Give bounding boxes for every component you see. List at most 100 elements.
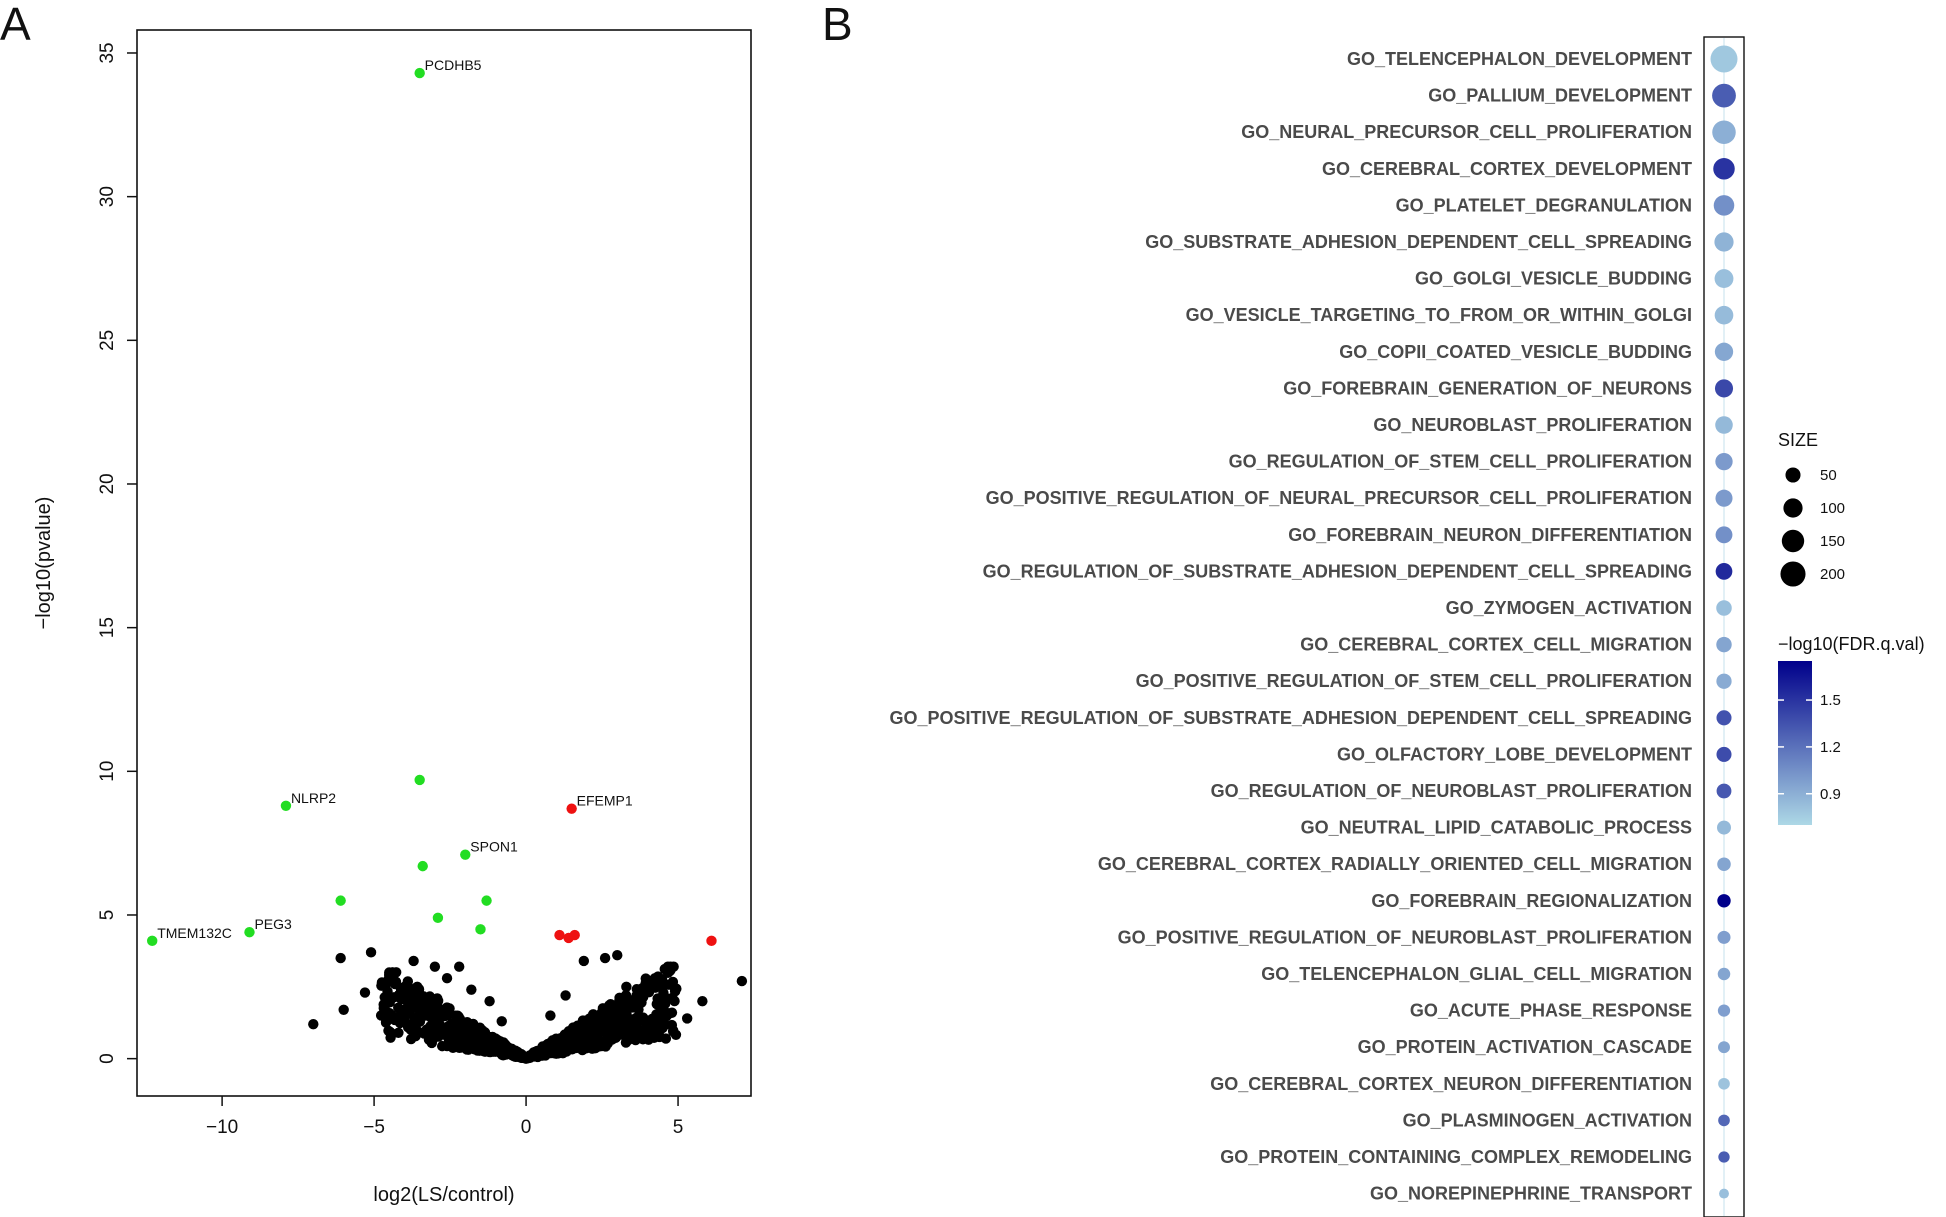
go-term-label: GO_REGULATION_OF_NEUROBLAST_PROLIFERATIO… xyxy=(1211,781,1692,801)
go-term-label: GO_ZYMOGEN_ACTIVATION xyxy=(1446,598,1692,618)
volcano-point-background xyxy=(484,995,495,1007)
volcano-point-background xyxy=(444,1024,456,1036)
go-term-row: GO_REGULATION_OF_STEM_CELL_PROLIFERATION xyxy=(1229,452,1733,472)
go-term-row: GO_NEURAL_PRECURSOR_CELL_PROLIFERATION xyxy=(1241,120,1736,144)
volcano-point-background xyxy=(599,952,611,964)
go-term-label: GO_VESICLE_TARGETING_TO_FROM_OR_WITHIN_G… xyxy=(1186,305,1692,325)
volcano-point-background xyxy=(577,1025,589,1036)
volcano-point-background xyxy=(651,1016,663,1027)
go-term-row: GO_PROTEIN_CONTAINING_COMPLEX_REMODELING xyxy=(1220,1147,1730,1167)
volcano-point-background xyxy=(665,961,676,972)
volcano-point-background xyxy=(681,1013,693,1024)
go-term-dot xyxy=(1712,83,1736,108)
volcano-point-background xyxy=(601,1008,612,1019)
volcano-gene-labels: PCDHB5 NLRP2 EFEMP1 SPON1 PEG3 TMEM132C xyxy=(157,57,633,941)
y-tick-label: 5 xyxy=(97,910,118,921)
volcano-point-background xyxy=(452,1011,463,1022)
go-term-row: GO_SUBSTRATE_ADHESION_DEPENDENT_CELL_SPR… xyxy=(1145,232,1734,252)
volcano-point-background xyxy=(461,1044,473,1055)
gene-label-spon1: SPON1 xyxy=(470,839,518,855)
volcano-point-background xyxy=(381,1016,392,1027)
x-tick-label: 0 xyxy=(521,1117,532,1138)
volcano-point-background xyxy=(399,981,410,993)
volcano-point-background xyxy=(429,961,441,972)
go-term-label: GO_PLATELET_DEGRANULATION xyxy=(1396,195,1692,215)
volcano-point-background xyxy=(393,1027,404,1038)
go-term-row: GO_GOLGI_VESICLE_BUDDING xyxy=(1415,269,1734,289)
go-term-dot xyxy=(1715,452,1733,471)
volcano-point-background xyxy=(433,1031,444,1042)
volcano-point-background xyxy=(439,1010,450,1022)
color-legend: −log10(FDR.q.val) 1.5 1.2 0.9 xyxy=(1778,634,1925,825)
volcano-point-background xyxy=(359,987,371,998)
volcano-point-background xyxy=(387,967,398,978)
volcano-point-significant xyxy=(706,935,717,947)
go-term-label: GO_COPII_COATED_VESICLE_BUDDING xyxy=(1339,342,1692,362)
go-term-label: GO_TELENCEPHALON_DEVELOPMENT xyxy=(1347,49,1692,69)
color-legend-label: 1.2 xyxy=(1820,739,1841,756)
volcano-point-background xyxy=(614,1021,625,1033)
go-term-row: GO_POSITIVE_REGULATION_OF_SUBSTRATE_ADHE… xyxy=(890,708,1732,728)
volcano-point-background xyxy=(559,1034,571,1046)
volcano-x-axis-title: log2(LS/control) xyxy=(373,1184,514,1206)
go-term-dot xyxy=(1714,379,1734,398)
volcano-point-background xyxy=(670,1029,682,1040)
go-term-label: GO_GOLGI_VESICLE_BUDDING xyxy=(1415,269,1692,289)
go-term-row: GO_CEREBRAL_CORTEX_NEURON_DIFFERENTIATIO… xyxy=(1210,1074,1730,1094)
volcano-point-background xyxy=(308,1018,319,1030)
volcano-point-significant xyxy=(554,929,565,941)
volcano-point-background xyxy=(408,955,419,967)
volcano-point-background xyxy=(545,1010,556,1021)
volcano-point-background xyxy=(335,952,346,964)
go-term-row: GO_PLATELET_DEGRANULATION xyxy=(1396,195,1735,216)
gene-label-efemp1: EFEMP1 xyxy=(577,793,633,809)
go-term-row: GO_CEREBRAL_CORTEX_CELL_MIGRATION xyxy=(1300,635,1732,655)
go-term-label: GO_OLFACTORY_LOBE_DEVELOPMENT xyxy=(1337,744,1692,764)
volcano-point-tmem132c xyxy=(146,935,158,947)
go-term-dot xyxy=(1713,158,1735,180)
gene-label-pcdhb5: PCDHB5 xyxy=(425,57,482,73)
go-term-dot xyxy=(1714,342,1734,361)
go-term-dot xyxy=(1717,894,1731,908)
go-term-label: GO_CEREBRAL_CORTEX_RADIALLY_ORIENTED_CEL… xyxy=(1098,854,1692,874)
go-term-row: GO_REGULATION_OF_NEUROBLAST_PROLIFERATIO… xyxy=(1211,781,1732,801)
go-term-row: GO_FOREBRAIN_REGIONALIZATION xyxy=(1371,891,1731,911)
go-term-row: GO_TELENCEPHALON_GLIAL_CELL_MIGRATION xyxy=(1261,964,1731,984)
x-tick-label: 5 xyxy=(673,1117,684,1138)
size-legend-label: 150 xyxy=(1820,533,1845,550)
size-legend-title: SIZE xyxy=(1778,430,1818,450)
volcano-point-background xyxy=(578,955,590,967)
volcano-point-background xyxy=(453,961,465,972)
go-term-label: GO_CEREBRAL_CORTEX_DEVELOPMENT xyxy=(1322,159,1692,179)
go-term-dot xyxy=(1718,1077,1730,1090)
volcano-point-significant xyxy=(414,774,425,786)
go-term-dot xyxy=(1719,1188,1729,1199)
volcano-point-background xyxy=(587,1021,599,1033)
volcano-point-background xyxy=(659,978,670,990)
go-term-row: GO_FOREBRAIN_NEURON_DIFFERENTIATION xyxy=(1288,525,1733,545)
volcano-point-background xyxy=(633,1004,644,1015)
volcano-point-background xyxy=(643,986,655,998)
volcano-point-background xyxy=(385,1032,396,1043)
size-legend-label: 100 xyxy=(1820,500,1845,517)
go-term-row: GO_CEREBRAL_CORTEX_RADIALLY_ORIENTED_CEL… xyxy=(1098,854,1731,874)
volcano-point-background xyxy=(643,1034,654,1045)
color-legend-label: 1.5 xyxy=(1820,692,1841,709)
size-legend-label: 200 xyxy=(1820,566,1845,583)
go-term-label: GO_NOREPINEPHRINE_TRANSPORT xyxy=(1370,1184,1692,1204)
volcano-point-background xyxy=(338,1004,349,1016)
go-term-row: GO_PLASMINOGEN_ACTIVATION xyxy=(1403,1110,1730,1130)
go-term-dot xyxy=(1718,1151,1730,1163)
gene-label-tmem132c: TMEM132C xyxy=(157,925,232,941)
y-tick-label: 0 xyxy=(97,1053,118,1064)
go-term-row: GO_PROTEIN_ACTIVATION_CASCADE xyxy=(1358,1037,1730,1057)
volcano-points xyxy=(146,67,748,1064)
go-term-row: GO_CEREBRAL_CORTEX_DEVELOPMENT xyxy=(1322,158,1735,180)
volcano-point-background xyxy=(405,1033,417,1045)
volcano-point-background xyxy=(600,1020,612,1031)
volcano-point-background xyxy=(604,1000,615,1011)
volcano-point-significant xyxy=(417,860,428,872)
size-legend-dot xyxy=(1781,529,1805,553)
volcano-point-background xyxy=(404,1008,415,1019)
